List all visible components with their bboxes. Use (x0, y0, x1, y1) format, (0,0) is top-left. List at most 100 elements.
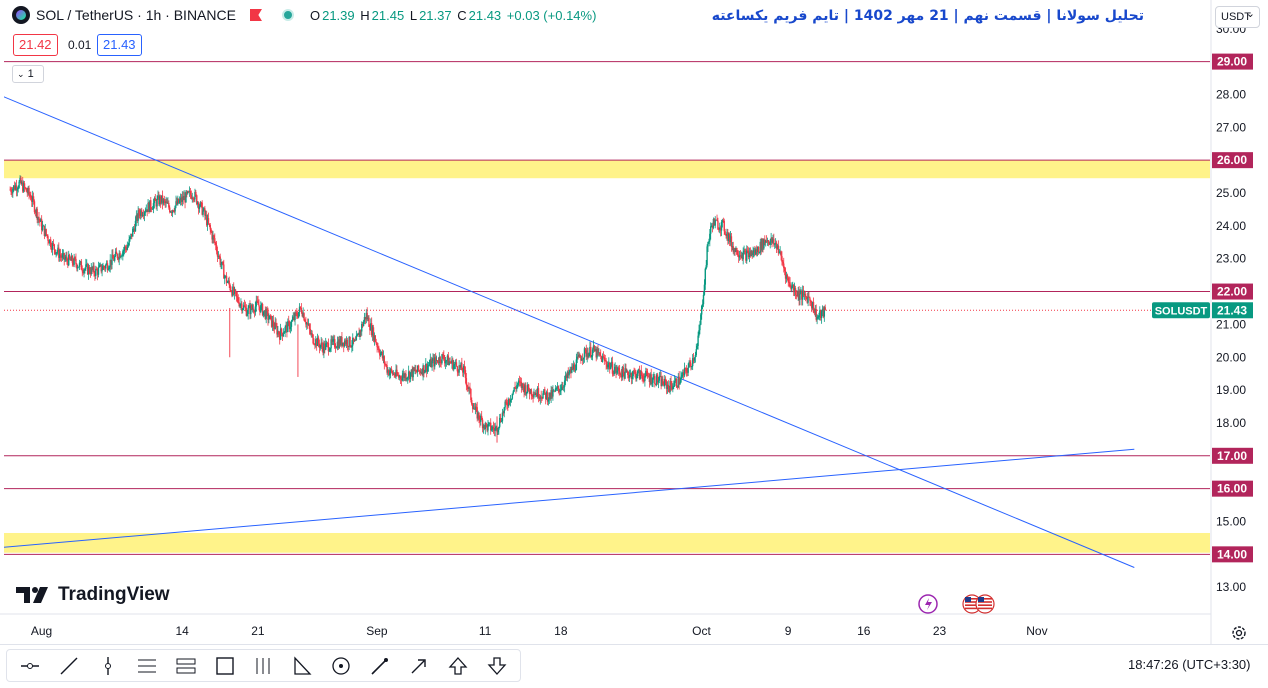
angle-tool[interactable] (288, 652, 316, 680)
brush-tool[interactable] (366, 652, 394, 680)
brand-name: TradingView (58, 584, 170, 605)
arrow-up-icon (448, 656, 468, 675)
candle-body-675 (618, 367, 620, 371)
candle-body-860 (784, 271, 787, 279)
arrow-tool[interactable] (405, 652, 433, 680)
candle-body-335 (311, 333, 313, 335)
settings-icon[interactable] (1230, 624, 1248, 642)
candle-body-278 (260, 305, 262, 312)
candle-body-123 (120, 256, 122, 258)
candle-body-382 (353, 340, 356, 342)
trendline-tool[interactable] (55, 652, 83, 680)
candle-body-579 (531, 395, 533, 397)
candle-body-622 (570, 369, 572, 373)
dot-icon (281, 9, 294, 21)
candle-body-18 (25, 188, 28, 192)
candle-body-592 (543, 389, 545, 394)
us-flag-icon (975, 594, 995, 614)
candle-body-609 (558, 389, 560, 392)
candle-body-209 (197, 202, 200, 209)
candle-body-433 (399, 376, 402, 379)
indicator-toggle[interactable]: ⌄ 1 (12, 65, 44, 83)
candle-body-880 (802, 290, 805, 295)
candle-body-802 (732, 246, 734, 253)
circle-tool[interactable] (327, 652, 355, 680)
arrow-up-tool[interactable] (444, 652, 472, 680)
candle-body-122 (119, 253, 121, 258)
candle-body-272 (254, 306, 257, 313)
candle-body-570 (523, 386, 525, 393)
candle-body-833 (760, 241, 762, 251)
candle-body-385 (356, 334, 358, 336)
candle-body-81 (82, 271, 84, 273)
candle-body-171 (163, 199, 166, 201)
sell-price-box[interactable]: 21.42 (13, 34, 58, 56)
currency-select[interactable]: USDT (1215, 4, 1260, 28)
rectangle-tool[interactable] (211, 652, 239, 680)
candle-body-657 (601, 356, 604, 362)
candle-body-784 (716, 219, 718, 221)
candle-body-398 (368, 317, 370, 327)
candle-body-595 (545, 392, 548, 400)
time-tick-label: 11 (479, 624, 492, 638)
candle-body-177 (169, 207, 171, 212)
candle-body-319 (297, 316, 299, 318)
candle-body-333 (309, 328, 312, 334)
candle-body-755 (690, 363, 692, 367)
horizontal-ray-tool[interactable] (16, 652, 44, 680)
candle-body-164 (157, 195, 159, 199)
arrow-down-tool[interactable] (483, 652, 511, 680)
parallel-channel-tool[interactable] (172, 652, 200, 680)
candle-body-488 (449, 361, 451, 363)
candle-body-513 (471, 404, 474, 409)
candle-body-23 (30, 195, 32, 200)
candle-body-591 (542, 393, 544, 399)
candle-body-322 (299, 306, 302, 309)
candle-body-336 (312, 334, 314, 344)
candle-body-626 (573, 364, 576, 371)
candle-body-805 (735, 248, 737, 252)
candle-body-267 (250, 305, 252, 315)
candle-body-225 (212, 235, 214, 240)
vertical-line-tool[interactable] (94, 652, 122, 680)
buy-price-box[interactable]: 21.43 (97, 34, 142, 56)
candle-body-245 (230, 290, 232, 292)
candle-body-403 (372, 327, 375, 341)
candle-body-228 (215, 242, 217, 246)
candle-body-117 (114, 251, 117, 257)
candle-body-26 (32, 196, 35, 202)
candle-body-742 (678, 376, 680, 385)
candle-body-356 (330, 339, 332, 349)
candle-body-673 (616, 370, 618, 373)
time-tick-label: Nov (1026, 624, 1047, 638)
candle-body-691 (632, 371, 634, 377)
candle-body-876 (799, 293, 801, 300)
candle-body-207 (196, 195, 198, 205)
candle-body-127 (123, 246, 126, 250)
candle-body-355 (329, 348, 331, 351)
candle-body-664 (608, 362, 610, 365)
annotation-title[interactable]: تحلیل سولانا | قسمت نهم | 21 مهر 1402 | … (711, 8, 1144, 24)
candle-body-259 (242, 305, 245, 309)
candle-body-173 (165, 201, 167, 204)
candle-body-158 (151, 209, 154, 210)
candle-body-281 (262, 311, 265, 316)
clock-timezone[interactable]: 18:47:26 (UTC+3:30) (1128, 657, 1251, 672)
candle-body-102 (101, 269, 103, 272)
candle-body-470 (433, 358, 435, 367)
candle-body-633 (580, 357, 582, 361)
long-position-tool[interactable] (249, 652, 277, 680)
candle-body-823 (751, 250, 753, 255)
candle-body-142 (137, 210, 139, 221)
candle-body-155 (149, 200, 151, 213)
candle-body-804 (734, 248, 736, 252)
symbol-title[interactable]: SOL / TetherUS · 1h · BINANCE (36, 7, 236, 23)
flag-icon[interactable] (249, 9, 262, 21)
candle-body-392 (362, 321, 365, 327)
lightning-icon (918, 594, 938, 614)
candle-body-149 (143, 212, 146, 216)
spread-value: 0.01 (68, 38, 92, 52)
fib-retracement-tool[interactable] (133, 652, 161, 680)
candle-body-765 (699, 324, 701, 331)
